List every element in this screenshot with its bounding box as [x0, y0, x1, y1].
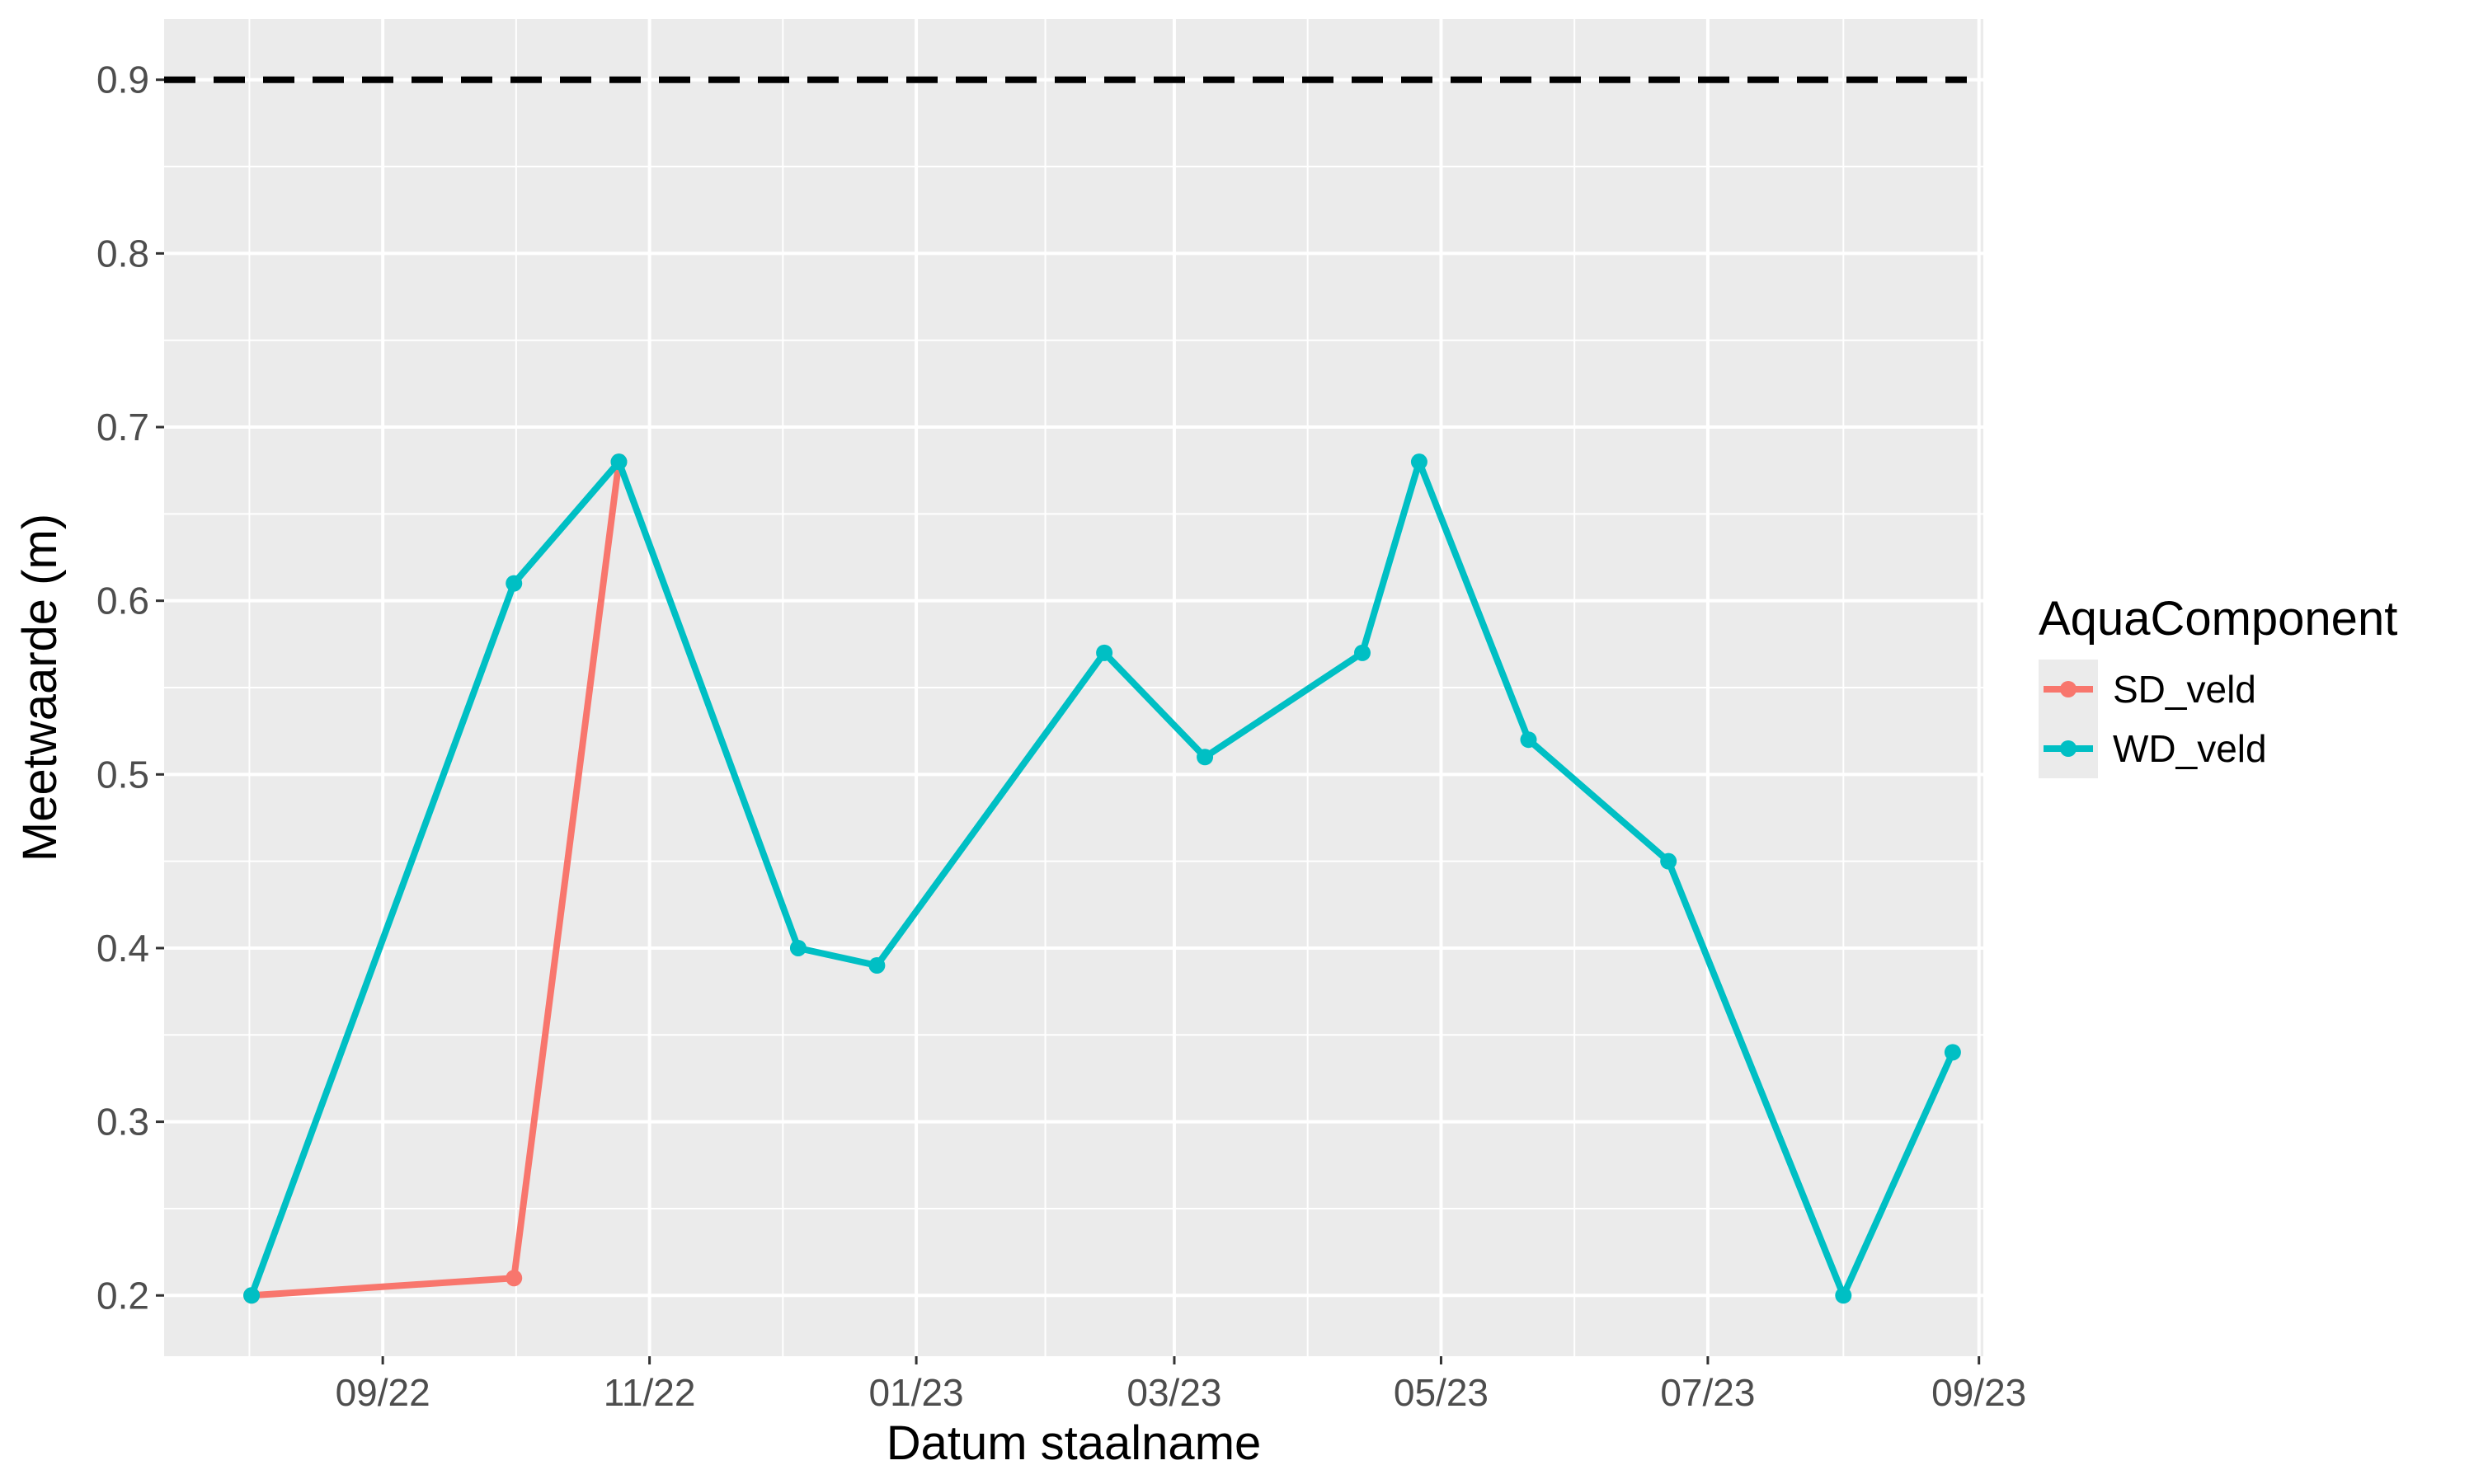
legend-title: AquaComponent — [2039, 592, 2397, 646]
y-tick-label: 0.8 — [96, 232, 149, 275]
x-tick-label: 01/23 — [869, 1371, 964, 1414]
x-axis: 09/22 11/22 01/23 03/23 05/23 07/23 09/23 — [336, 1356, 2026, 1414]
x-tick-label: 05/23 — [1394, 1371, 1489, 1414]
minor-grid — [164, 19, 1983, 1356]
x-tick-label: 09/23 — [1931, 1371, 2026, 1414]
series-layer — [243, 453, 1961, 1304]
y-tick-label: 0.7 — [96, 406, 149, 448]
data-point-wd-veld — [789, 939, 807, 956]
x-tick-label: 09/22 — [336, 1371, 430, 1414]
data-point-wd-veld — [1096, 644, 1113, 661]
data-point-wd-veld — [1197, 749, 1214, 766]
y-axis: 0.2 0.3 0.4 0.5 0.6 0.7 0.8 0.9 — [96, 59, 164, 1317]
data-point-wd-veld — [506, 575, 523, 592]
data-point-wd-veld — [1944, 1044, 1961, 1061]
x-tick-label: 11/22 — [604, 1371, 696, 1414]
x-tick-label: 03/23 — [1126, 1371, 1221, 1414]
legend-label-sd-veld: SD_veld — [2113, 668, 2256, 711]
data-point-wd-veld — [1353, 644, 1371, 661]
y-axis-title: Meetwaarde (m) — [13, 514, 67, 862]
data-point-wd-veld — [1835, 1287, 1852, 1304]
legend-key-point-sd-veld — [2060, 681, 2077, 697]
y-tick-label: 0.2 — [96, 1274, 149, 1317]
legend: AquaComponent SD_veld WD_veld — [2039, 592, 2397, 778]
legend-key-point-wd-veld — [2060, 740, 2077, 757]
data-point-sd-veld — [506, 1270, 523, 1287]
data-point-wd-veld — [1520, 731, 1537, 749]
y-tick-label: 0.4 — [96, 927, 149, 970]
y-tick-label: 0.9 — [96, 59, 149, 101]
data-point-wd-veld — [1660, 852, 1677, 870]
data-point-wd-veld — [868, 957, 886, 974]
legend-keys: SD_veld WD_veld — [2039, 660, 2267, 778]
data-point-wd-veld — [243, 1287, 261, 1304]
data-point-wd-veld — [610, 453, 628, 471]
legend-label-wd-veld: WD_veld — [2113, 727, 2267, 770]
x-tick-label: 07/23 — [1660, 1371, 1755, 1414]
data-point-wd-veld — [1410, 453, 1427, 471]
y-tick-label: 0.6 — [96, 580, 149, 622]
y-tick-label: 0.5 — [96, 753, 149, 796]
x-axis-title: Datum staalname — [887, 1416, 1262, 1470]
y-tick-label: 0.3 — [96, 1101, 149, 1144]
